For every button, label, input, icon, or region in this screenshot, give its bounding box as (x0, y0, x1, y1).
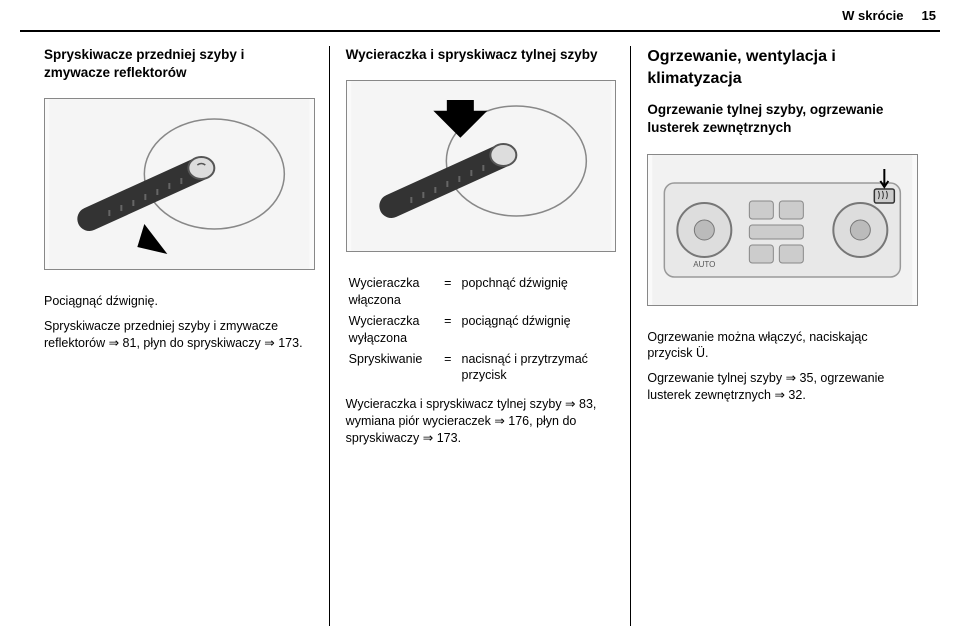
svg-text:AUTO: AUTO (694, 260, 716, 269)
def-sep: = (437, 273, 458, 311)
hvac-panel-illustration: AUTO (647, 154, 918, 306)
def-def: pociągnąć dźwignię (459, 311, 615, 349)
col1-p1: Pociągnąć dźwignię. (44, 293, 313, 310)
def-row: Wycieraczka włączona = popchnąć dźwignię (346, 273, 615, 311)
def-row: Spryskiwanie = nacisnąć i przytrzymać pr… (346, 349, 615, 387)
washer-lever-illustration (44, 98, 315, 270)
def-def: nacisnąć i przytrzymać przycisk (459, 349, 615, 387)
def-term: Wycieraczka włączona (346, 273, 437, 311)
definition-list: Wycieraczka włączona = popchnąć dźwignię… (346, 273, 615, 386)
def-row: Wycieraczka wyłączona = pociągnąć dźwign… (346, 311, 615, 349)
def-term: Spryskiwanie (346, 349, 437, 387)
col1-p2: Spryskiwacze przedniej szyby i zmywacze … (44, 318, 313, 352)
col2-heading: Wycieraczka i spryskiwacz tylnej szyby (346, 46, 615, 64)
def-sep: = (437, 349, 458, 387)
col3-p1: Ogrzewanie można włączyć, naciskając prz… (647, 329, 916, 363)
def-sep: = (437, 311, 458, 349)
def-def: popchnąć dźwignię (459, 273, 615, 311)
col2-p1: Wycieraczka i spryskiwacz tylnej szyby ⇒… (346, 396, 615, 447)
column-3: Ogrzewanie, wentylacja i klimatyzacja Og… (631, 46, 932, 626)
col1-heading: Spryskiwacze przedniej szyby i zmywacze … (44, 46, 313, 82)
section-title: W skrócie (842, 8, 903, 23)
col3-p2: Ogrzewanie tylnej szyby ⇒ 35, ogrzewanie… (647, 370, 916, 404)
rear-wiper-lever-illustration (346, 80, 617, 252)
def-term: Wycieraczka wyłączona (346, 311, 437, 349)
header-rule (20, 30, 940, 32)
col3-heading: Ogrzewanie, wentylacja i klimatyzacja (647, 46, 916, 89)
page-number: 15 (922, 8, 936, 23)
column-1: Spryskiwacze przedniej szyby i zmywacze … (28, 46, 329, 626)
column-2: Wycieraczka i spryskiwacz tylnej szyby W… (329, 46, 632, 626)
manual-page: W skrócie 15 Spryskiwacze przedniej szyb… (0, 0, 960, 642)
page-header: W skrócie 15 (24, 8, 936, 23)
columns: Spryskiwacze przedniej szyby i zmywacze … (28, 46, 932, 626)
col3-subheading: Ogrzewanie tylnej szyby, ogrzewanie lust… (647, 101, 916, 137)
